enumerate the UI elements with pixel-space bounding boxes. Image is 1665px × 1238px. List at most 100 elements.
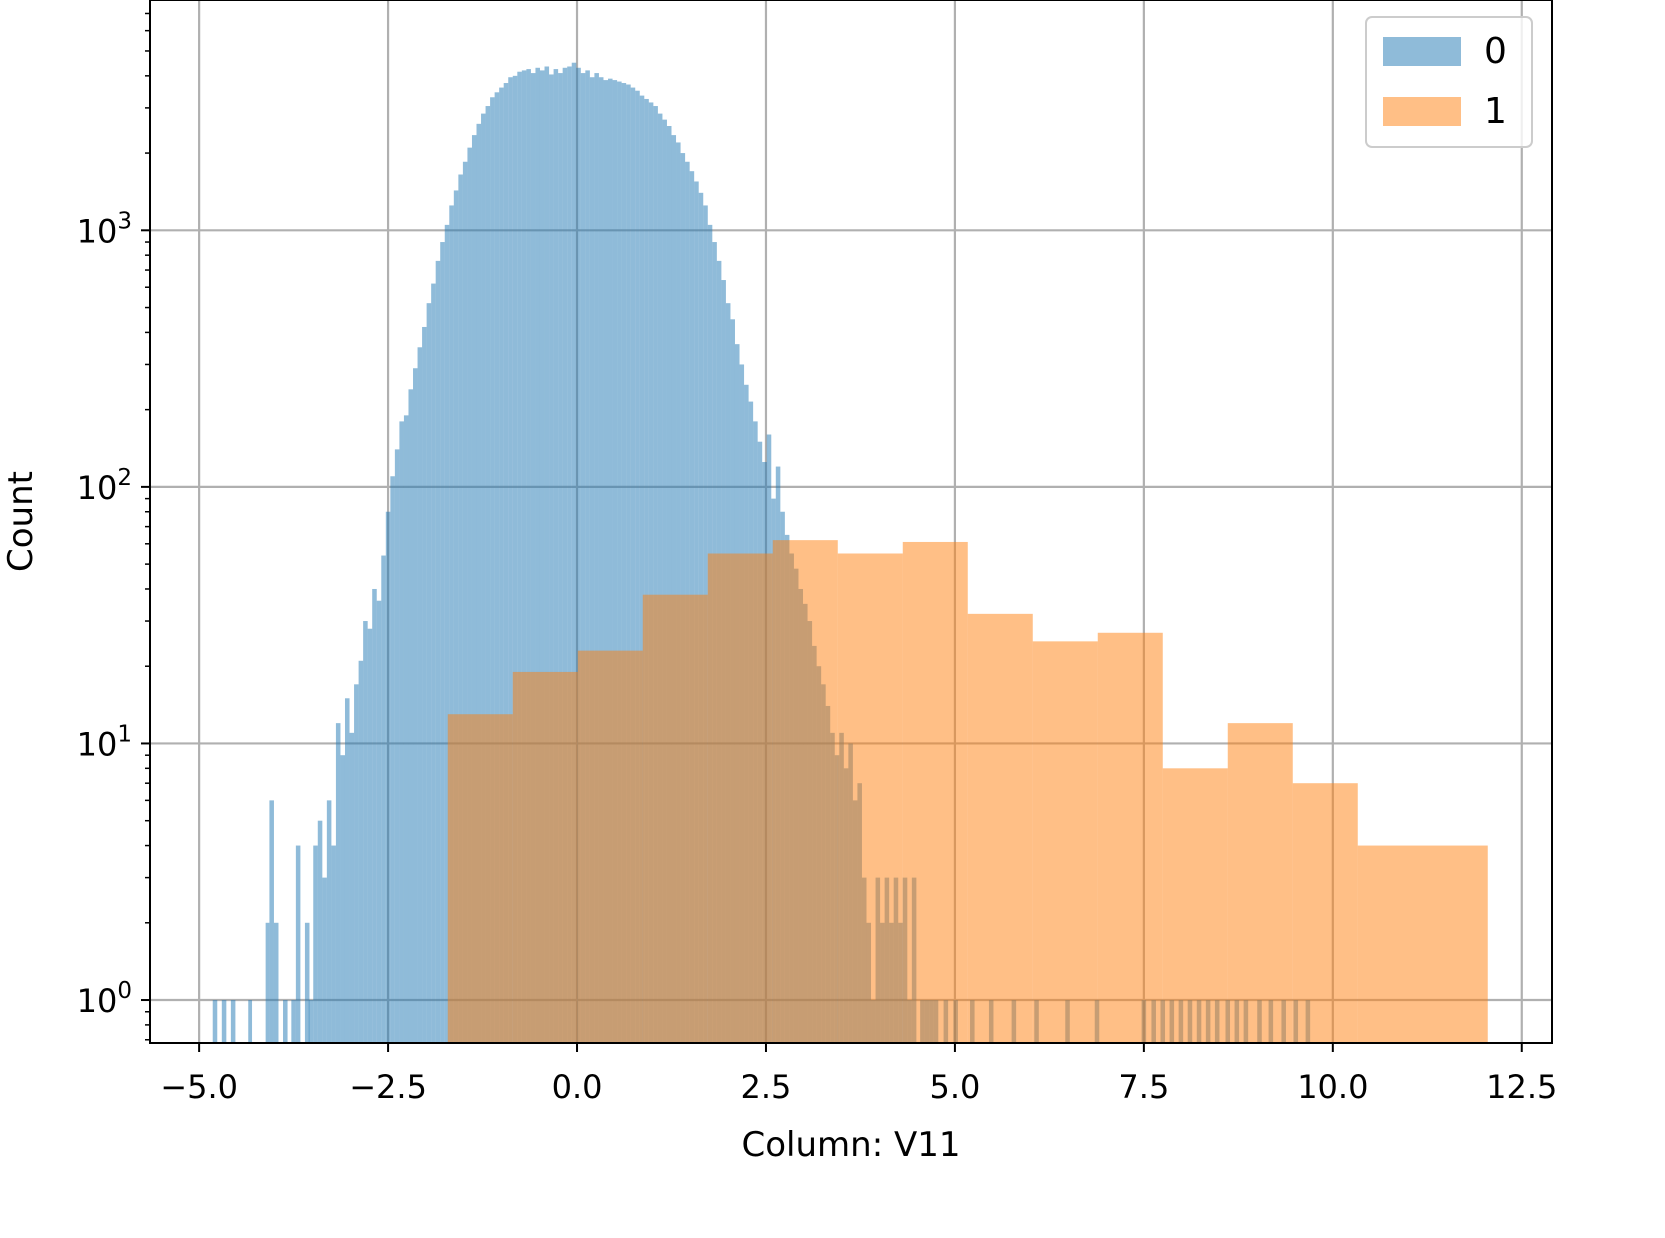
- histogram-bar: [248, 1000, 253, 1043]
- histogram-bar: [476, 123, 482, 1044]
- histogram-bar: [512, 75, 518, 1043]
- histogram-bar: [580, 73, 586, 1043]
- histogram-bar: [576, 67, 581, 1043]
- histogram-bar: [221, 1000, 227, 1043]
- histogram-bar: [671, 135, 677, 1043]
- legend-label: 0: [1484, 31, 1507, 72]
- histogram-bar: [331, 845, 336, 1043]
- histogram-bar: [444, 224, 450, 1043]
- plot-frame: [149, 0, 1553, 1044]
- histogram-bar: [503, 83, 509, 1043]
- histogram-bar: [481, 113, 486, 1043]
- histogram-bar: [381, 555, 386, 1043]
- histogram-bar: [512, 671, 578, 1043]
- histogram-bar: [313, 845, 318, 1043]
- x-tick-label: 12.5: [1486, 1068, 1557, 1106]
- histogram-bar: [344, 698, 350, 1043]
- histogram-bar: [621, 83, 627, 1043]
- histogram-bar: [521, 70, 527, 1044]
- histogram-bar: [435, 260, 441, 1044]
- x-axis-label: Column: V11: [742, 1125, 961, 1165]
- y-tick-label: 102: [77, 465, 132, 507]
- histogram-bar: [376, 600, 382, 1043]
- histogram-bar: [283, 1000, 288, 1043]
- histogram-bar: [589, 77, 595, 1043]
- histogram-bar: [539, 70, 545, 1044]
- histogram-bar: [269, 800, 274, 1043]
- histogram-bar: [1032, 641, 1098, 1043]
- histogram-bar: [772, 540, 838, 1043]
- histogram-bar: [304, 922, 310, 1043]
- histogram-bar: [530, 73, 536, 1043]
- histogram-bar: [626, 84, 631, 1044]
- histogram-bar: [676, 142, 681, 1044]
- x-tick-label: 7.5: [1118, 1068, 1169, 1106]
- histogram-bar: [494, 92, 500, 1043]
- x-tick-label: 10.0: [1297, 1068, 1368, 1106]
- histogram-bar: [1097, 632, 1163, 1043]
- y-axis-label: Count: [1, 471, 41, 572]
- x-tick-label: −5.0: [160, 1068, 238, 1106]
- y-tick-label: 101: [77, 721, 132, 763]
- histogram-bar: [390, 476, 395, 1043]
- histogram-bar: [467, 147, 472, 1044]
- legend-swatch: [1383, 97, 1461, 126]
- histogram-bar: [666, 125, 672, 1043]
- histogram-bar: [902, 541, 968, 1043]
- histogram-bar: [363, 621, 368, 1043]
- histogram-bar: [485, 106, 491, 1044]
- histogram-bar: [644, 98, 649, 1044]
- y-tick-label: 103: [77, 208, 132, 250]
- histogram-bar: [322, 877, 327, 1043]
- histogram-bar: [291, 1000, 296, 1043]
- histogram-bar: [273, 922, 279, 1043]
- histogram-bar: [453, 190, 459, 1044]
- histogram-bar: [1162, 768, 1228, 1043]
- histogram-bar: [317, 820, 323, 1043]
- histogram-bar: [1292, 783, 1358, 1043]
- histogram-bar: [558, 73, 563, 1043]
- histogram-bar: [653, 106, 658, 1044]
- histogram-bar: [212, 1000, 218, 1043]
- histogram-bar: [431, 283, 436, 1043]
- histogram-bar: [535, 67, 540, 1043]
- histogram-bar: [707, 553, 773, 1043]
- histogram-bar: [608, 78, 613, 1043]
- histogram-bar: [648, 102, 654, 1044]
- legend-label: 1: [1484, 91, 1507, 132]
- histogram-bar: [308, 1000, 314, 1043]
- histogram-bar: [635, 90, 640, 1043]
- histogram-bar: [440, 242, 445, 1043]
- histogram-bar: [403, 415, 409, 1044]
- histogram-bar: [340, 755, 345, 1043]
- histogram-bar: [394, 449, 400, 1043]
- histogram-bar: [422, 326, 427, 1043]
- histogram-bar: [657, 113, 663, 1043]
- x-tick-label: 5.0: [929, 1068, 980, 1106]
- histogram-bar: [594, 73, 599, 1043]
- histogram-bar: [639, 95, 645, 1043]
- legend-box: [1365, 16, 1533, 148]
- series-1-bars: [447, 540, 1488, 1043]
- y-tick-label: 100: [77, 978, 132, 1020]
- histogram-bar: [577, 650, 643, 1043]
- histogram-bar: [1357, 845, 1488, 1043]
- histogram-bar: [471, 135, 477, 1043]
- x-tick-label: −2.5: [349, 1068, 427, 1106]
- histogram-bar: [499, 87, 504, 1043]
- histogram-bar: [603, 80, 609, 1043]
- histogram-bar: [630, 87, 636, 1043]
- x-tick-label: 2.5: [741, 1068, 792, 1106]
- histogram-bar: [265, 922, 270, 1043]
- histogram-bar: [230, 1000, 236, 1043]
- histogram-bar: [458, 174, 463, 1043]
- histogram-bar: [447, 714, 513, 1043]
- histogram-bar: [526, 69, 531, 1043]
- histogram-bar: [617, 81, 622, 1043]
- histogram-bar: [662, 119, 667, 1044]
- histogram-bar: [517, 71, 522, 1044]
- histogram-bar: [335, 723, 341, 1043]
- histogram-bar: [642, 594, 708, 1043]
- x-tick-label: 0.0: [552, 1068, 603, 1106]
